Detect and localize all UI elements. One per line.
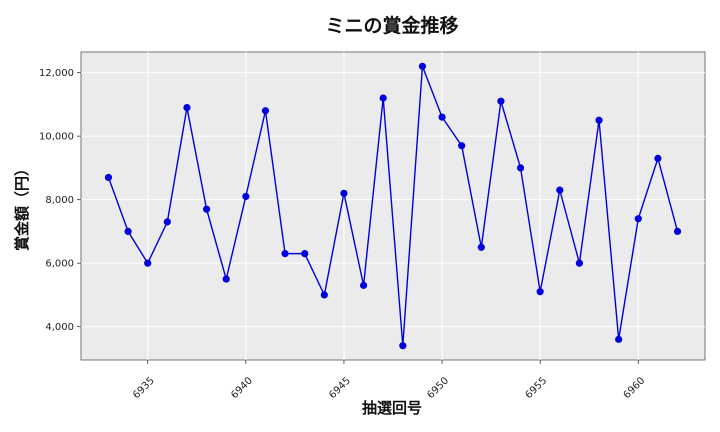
x-tick-label: 6950 bbox=[425, 375, 451, 401]
data-point bbox=[615, 335, 623, 343]
data-point bbox=[163, 218, 171, 226]
data-point bbox=[124, 227, 132, 236]
data-point bbox=[556, 186, 564, 194]
x-axis: 6935 6940 6945 6950 6955 6960 bbox=[131, 360, 647, 401]
data-point bbox=[536, 288, 544, 296]
data-point bbox=[301, 250, 309, 258]
y-tick-label: 12,000 bbox=[39, 68, 74, 79]
data-point bbox=[634, 215, 642, 223]
data-point bbox=[222, 275, 230, 283]
data-point bbox=[477, 243, 485, 251]
data-point bbox=[183, 103, 191, 112]
data-point bbox=[575, 259, 584, 267]
data-point bbox=[418, 62, 427, 70]
data-point bbox=[202, 205, 211, 213]
data-point bbox=[595, 116, 603, 124]
grid bbox=[81, 52, 705, 360]
data-point bbox=[438, 113, 446, 121]
y-axis-label: 賞金額（円） bbox=[13, 161, 31, 251]
data-point bbox=[359, 281, 368, 289]
data-point bbox=[104, 173, 113, 182]
data-point bbox=[399, 342, 407, 350]
y-tick-label: 10,000 bbox=[39, 132, 74, 143]
chart-title: ミニの賞金推移 bbox=[325, 14, 458, 37]
data-point bbox=[242, 192, 250, 201]
data-point bbox=[673, 227, 682, 236]
y-tick-label: 4,000 bbox=[45, 322, 74, 333]
data-point bbox=[144, 259, 152, 267]
data-point bbox=[340, 189, 348, 197]
data-point bbox=[654, 154, 662, 162]
data-point bbox=[516, 164, 525, 172]
data-point bbox=[281, 250, 289, 258]
x-tick-label: 6935 bbox=[131, 375, 157, 401]
x-axis-label: 抽選回号 bbox=[362, 399, 422, 417]
data-points bbox=[104, 62, 682, 350]
x-tick-label: 6945 bbox=[327, 375, 353, 401]
y-axis: 4,000 6,000 8,000 10,000 12,000 bbox=[39, 68, 81, 333]
series-line bbox=[107, 66, 679, 346]
x-tick-label: 6960 bbox=[622, 375, 648, 401]
x-tick-label: 6940 bbox=[229, 375, 255, 401]
y-tick-label: 6,000 bbox=[45, 259, 74, 270]
y-tick-label: 8,000 bbox=[45, 195, 74, 206]
x-tick-label: 6955 bbox=[524, 375, 550, 401]
data-point bbox=[379, 94, 387, 102]
data-point bbox=[320, 291, 328, 299]
plot-area bbox=[80, 51, 706, 361]
data-point bbox=[497, 97, 505, 105]
data-point bbox=[261, 107, 270, 115]
data-point bbox=[458, 142, 466, 150]
